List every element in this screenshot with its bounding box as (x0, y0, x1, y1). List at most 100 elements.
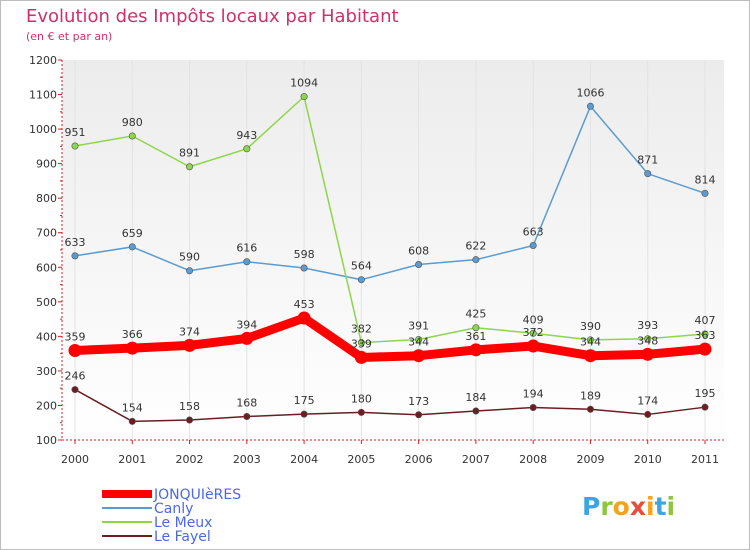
data-point-jonqui-res (297, 311, 311, 325)
data-label-canly: 598 (294, 248, 315, 261)
data-label-le-meux: 951 (65, 126, 86, 139)
series-line-canly (74, 105, 706, 281)
data-point-jonqui-res (240, 331, 254, 345)
data-label-le-meux: 390 (580, 320, 601, 333)
data-label-canly: 1066 (576, 86, 604, 99)
data-label-le-meux: 382 (351, 323, 372, 336)
data-point-le-meux (586, 336, 594, 344)
data-point-canly (472, 256, 480, 264)
data-label-canly: 564 (351, 260, 372, 273)
data-point-jonqui-res (125, 341, 139, 355)
x-tick-label: 2008 (519, 453, 547, 466)
data-point-le-fayel (300, 410, 308, 418)
data-point-jonqui-res (469, 343, 483, 357)
data-point-le-fayel (243, 413, 251, 421)
data-point-le-fayel (357, 408, 365, 416)
data-label-jonqui-res: 372 (523, 326, 544, 339)
data-label-jonqui-res: 366 (122, 328, 143, 341)
data-label-le-meux: 407 (695, 314, 716, 327)
data-point-le-meux (71, 142, 79, 150)
y-tick-label: 1000 (29, 123, 57, 136)
data-point-le-meux (701, 330, 709, 338)
x-tick-label: 2010 (634, 453, 662, 466)
data-label-le-fayel: 175 (294, 394, 315, 407)
data-point-le-meux (529, 329, 537, 337)
data-point-jonqui-res (68, 344, 82, 358)
proxiti-logo: Proxiti (582, 492, 675, 521)
x-tick-label: 2006 (405, 453, 433, 466)
chart-subtitle: (en € et par an) (26, 30, 112, 43)
data-point-canly (300, 264, 308, 272)
data-point-canly (71, 252, 79, 260)
logo-letter: i (646, 492, 655, 521)
data-label-jonqui-res: 344 (408, 336, 429, 349)
data-label-le-fayel: 173 (408, 395, 429, 408)
data-label-le-fayel: 246 (65, 370, 86, 383)
data-label-le-fayel: 184 (465, 391, 486, 404)
y-tick-label: 400 (36, 330, 57, 343)
data-point-le-fayel (586, 405, 594, 413)
y-tick-label: 1100 (29, 89, 57, 102)
data-point-le-fayel (701, 403, 709, 411)
y-tick-label: 200 (36, 399, 57, 412)
data-point-canly (128, 243, 136, 251)
data-label-le-meux: 391 (408, 319, 429, 332)
data-label-jonqui-res: 361 (465, 330, 486, 343)
y-tick-label: 500 (36, 296, 57, 309)
data-label-le-meux: 980 (122, 116, 143, 129)
data-label-jonqui-res: 363 (695, 329, 716, 342)
data-point-canly (529, 242, 537, 250)
data-label-jonqui-res: 359 (65, 331, 86, 344)
data-point-canly (415, 261, 423, 269)
data-label-le-fayel: 195 (695, 387, 716, 400)
x-tick-label: 2004 (290, 453, 318, 466)
data-label-le-fayel: 174 (637, 394, 658, 407)
data-label-jonqui-res: 344 (580, 336, 601, 349)
data-label-le-fayel: 158 (179, 400, 200, 413)
logo-letter: P (582, 492, 600, 521)
data-label-jonqui-res: 453 (294, 298, 315, 311)
data-point-canly (186, 267, 194, 275)
y-tick-label: 900 (36, 158, 57, 171)
data-point-jonqui-res (698, 342, 712, 356)
y-tick-label: 300 (36, 365, 57, 378)
logo-letter: o (613, 492, 630, 521)
data-label-canly: 590 (179, 251, 200, 264)
data-label-le-fayel: 168 (236, 397, 257, 410)
data-label-le-fayel: 194 (523, 388, 544, 401)
data-label-jonqui-res: 348 (637, 334, 658, 347)
x-tick-label: 2005 (347, 453, 375, 466)
data-point-le-meux (644, 335, 652, 343)
axes: 100 200 300 400 500 600 700 800 900 1000 1100 1200 2… (29, 54, 724, 466)
series-line-le-fayel (74, 388, 706, 423)
x-tick-label: 2002 (176, 453, 204, 466)
y-tick-label: 1200 (29, 54, 57, 67)
data-label-canly: 871 (637, 154, 658, 167)
data-point-canly (243, 258, 251, 266)
data-point-canly (586, 102, 594, 110)
data-label-jonqui-res: 374 (179, 325, 200, 338)
data-point-le-meux (472, 324, 480, 332)
data-label-le-meux: 943 (236, 129, 257, 142)
data-point-le-fayel (415, 411, 423, 419)
legend-label-le-meux: Le Meux (154, 515, 212, 531)
data-label-jonqui-res: 339 (351, 337, 372, 350)
data-point-le-fayel (472, 407, 480, 415)
data-point-le-fayel (71, 386, 79, 394)
x-tick-label: 2009 (576, 453, 604, 466)
data-label-le-meux: 891 (179, 147, 200, 160)
x-tick-label: 2007 (462, 453, 490, 466)
data-point-le-fayel (186, 416, 194, 424)
data-point-le-meux (357, 339, 365, 347)
data-label-canly: 608 (408, 245, 429, 258)
plot-area (62, 60, 724, 440)
data-point-jonqui-res (583, 349, 597, 363)
logo-letter: x (630, 492, 646, 521)
data-point-le-meux (128, 132, 136, 140)
y-tick-label: 100 (36, 434, 57, 447)
data-label-le-meux: 1094 (290, 77, 318, 90)
x-tick-label: 2003 (233, 453, 261, 466)
logo-letter: r (600, 492, 613, 521)
